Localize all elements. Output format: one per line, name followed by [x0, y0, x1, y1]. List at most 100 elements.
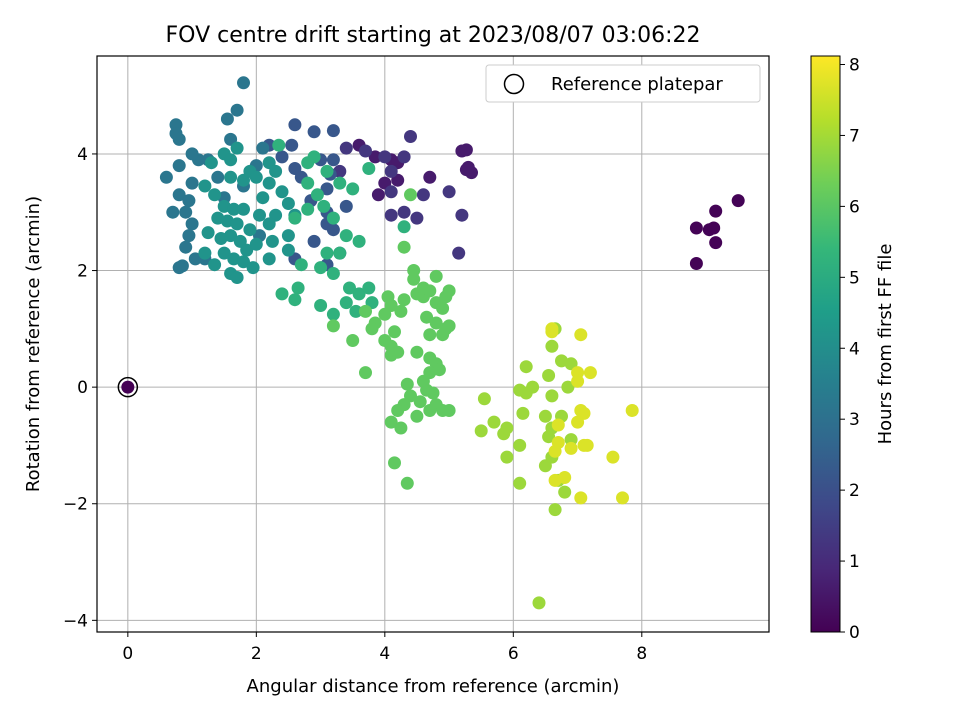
scatter-point — [339, 141, 353, 155]
scatter-point — [513, 476, 527, 490]
scatter-point — [423, 404, 437, 417]
scatter-point — [359, 144, 372, 158]
scatter-point — [455, 208, 469, 222]
scatter-point — [689, 257, 703, 270]
scatter-point — [442, 284, 456, 298]
scatter-point — [294, 258, 308, 272]
y-tick-label: 4 — [77, 145, 88, 165]
scatter-point — [689, 221, 703, 235]
colorbar-tick-label: 3 — [849, 410, 860, 430]
data-points — [117, 76, 745, 610]
scatter-point — [166, 205, 180, 219]
scatter-point — [291, 281, 305, 295]
scatter-point — [709, 236, 723, 250]
scatter-point — [709, 204, 723, 218]
scatter-point — [384, 208, 398, 222]
scatter-point — [326, 223, 340, 237]
colorbar-gradient — [810, 55, 841, 633]
scatter-point — [256, 191, 270, 205]
scatter-point — [185, 176, 199, 190]
scatter-point — [288, 211, 302, 225]
scatter-point — [397, 205, 411, 219]
scatter-point — [326, 211, 340, 225]
scatter-point — [185, 147, 199, 161]
legend-box — [485, 64, 761, 103]
scatter-point — [172, 132, 186, 146]
chart-title: FOV centre drift starting at 2023/08/07 … — [166, 23, 701, 48]
scatter-point — [237, 202, 250, 216]
legend-marker-icon — [503, 73, 525, 95]
scatter-point — [288, 118, 302, 132]
scatter-point — [201, 226, 215, 240]
scatter-point — [410, 409, 424, 423]
scatter-point — [391, 404, 405, 417]
scatter-point — [474, 424, 488, 438]
scatter-point — [320, 164, 334, 178]
scatter-point — [551, 418, 565, 432]
colorbar-tick-label: 8 — [849, 56, 860, 76]
scatter-point — [394, 421, 408, 435]
reference-point — [121, 380, 135, 394]
scatter-point — [410, 345, 424, 359]
scatter-point — [452, 246, 466, 260]
reference-platepar-marker — [117, 376, 139, 398]
scatter-point — [249, 170, 263, 184]
scatter-point — [179, 240, 193, 254]
scatter-point — [397, 240, 411, 254]
scatter-point — [188, 252, 202, 266]
y-axis-label: Rotation from reference (arcmin) — [23, 196, 44, 492]
y-tick-label: 0 — [77, 378, 88, 398]
scatter-point — [423, 284, 437, 298]
scatter-point — [288, 293, 302, 307]
scatter-point — [397, 220, 411, 234]
scatter-point — [172, 261, 186, 275]
scatter-point — [526, 380, 540, 394]
colorbar-tick-label: 7 — [849, 126, 860, 146]
scatter-point — [352, 234, 366, 248]
scatter-point — [580, 438, 594, 452]
scatter-point — [558, 485, 572, 499]
scatter-point — [159, 170, 173, 184]
scatter-point — [339, 229, 353, 243]
scatter-point — [246, 261, 260, 275]
colorbar-tick-label: 2 — [849, 481, 860, 501]
scatter-point — [333, 176, 347, 190]
scatter-point — [326, 319, 340, 333]
scatter-point — [561, 380, 575, 394]
colorbar-tick-label: 4 — [849, 339, 860, 359]
scatter-point — [224, 170, 238, 184]
scatter-point — [574, 491, 588, 505]
scatter-point — [731, 194, 745, 208]
scatter-point — [326, 307, 340, 321]
scatter-point — [545, 339, 559, 353]
scatter-point — [420, 310, 434, 324]
scatter-point — [281, 197, 295, 210]
scatter-point — [442, 185, 456, 199]
colorbar-tick-label: 1 — [849, 552, 860, 572]
scatter-point — [301, 176, 315, 190]
scatter-point — [182, 194, 196, 208]
scatter-point — [397, 150, 411, 164]
scatter-point — [359, 366, 372, 380]
scatter-point — [262, 176, 276, 190]
scatter-point — [487, 415, 501, 429]
scatter-point — [301, 202, 315, 216]
scatter-point — [333, 246, 347, 260]
scatter-point — [616, 491, 629, 505]
scatter-point — [429, 269, 443, 283]
scatter-point — [459, 143, 473, 157]
scatter-point — [217, 246, 231, 260]
scatter-point — [538, 409, 552, 423]
x-tick-label: 0 — [122, 644, 133, 664]
scatter-point — [500, 450, 514, 464]
scatter-point — [224, 153, 238, 167]
scatter-point — [384, 299, 398, 312]
scatter-point — [442, 319, 456, 333]
scatter-point — [583, 366, 597, 380]
scatter-point — [571, 415, 585, 429]
y-tick-label: −4 — [63, 611, 88, 631]
scatter-point — [253, 208, 266, 222]
scatter-point — [204, 156, 218, 170]
scatter-point — [269, 164, 283, 178]
x-tick-label: 2 — [251, 644, 262, 664]
